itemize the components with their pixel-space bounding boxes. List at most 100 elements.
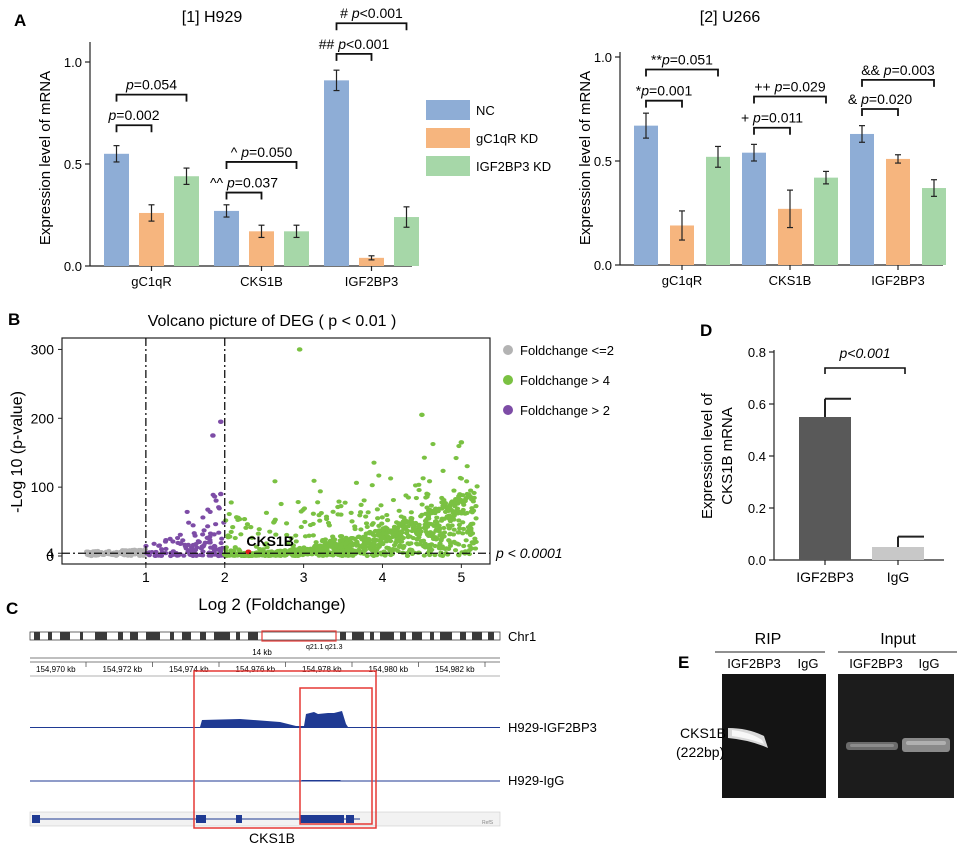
volcano-point-green [322,545,329,550]
volcano-point-green [358,502,364,507]
volcano-point-purple [211,550,217,555]
volcano-point-green [440,553,446,558]
volcano-point-green [400,535,406,541]
volcano-point-green [311,544,318,549]
volcano-point-green [458,440,465,445]
volcano-point-green [453,455,459,461]
a2-ytick-label: 1.0 [594,50,612,65]
legend-swatch [426,100,470,120]
volcano-point-purple [159,547,165,552]
volcano-point-green [248,525,254,530]
track1-label: H929-IGF2BP3 [508,720,597,735]
ideogram-band [170,632,174,640]
legend-label: IGF2BP3 KD [476,159,551,174]
a1-significance-bracket [335,22,408,31]
volcano-point-green [322,537,328,542]
a1-significance-label: # p<0.001 [340,5,403,21]
legend-label: gC1qR KD [476,131,538,146]
volcano-point-purple [200,532,206,537]
volcano-point-green [438,538,444,543]
volcano-point-green [403,493,409,498]
volcano-point-green [393,530,400,535]
a2-significance-label: + p=0.011 [741,110,803,126]
panel-c-genome-browser: C q21.1 q21.3 Chr1 14 kb 154,970 kb 154,9… [6,599,597,846]
a1-significance-label: ^ p=0.050 [231,144,293,160]
volcano-point-green [396,537,402,542]
d-ytick-label: 0.6 [748,397,766,412]
volcano-point-green [311,478,317,483]
volcano-point-green [454,506,461,511]
volcano-point-green [473,504,479,509]
volcano-point-purple [193,553,200,558]
a2-significance-label: *p=0.001 [636,83,693,99]
gene-exon [300,815,344,823]
refseq-label: RefS [482,820,494,826]
ideogram-band [236,632,240,640]
volcano-point-green [223,518,229,523]
d-bar-igg [872,547,924,560]
rip-band-highlight [732,730,764,744]
panel-d-chart: D Expression level of CKS1B mRNA 0.0 0.2 0… [699,321,944,585]
volcano-point-purple [197,552,204,558]
volcano-point-green [456,509,462,514]
volcano-point-green [310,521,316,527]
volcano-point-green [413,495,419,501]
volcano-point-green [425,492,431,497]
a1-title: [1] H929 [182,9,243,26]
volcano-point-green [237,548,243,553]
panel-b-letter: B [8,310,20,329]
volcano-point-green [228,548,234,553]
volcano-point-green [293,539,299,544]
a2-bar-nc-gc1qr [634,125,658,265]
volcano-point-green [376,532,382,537]
volcano-point-green [353,480,360,485]
volcano-point-green [471,490,477,495]
volcano-point-green [323,514,330,519]
volcano-point-green [228,529,234,534]
volcano-point-green [446,538,452,543]
a2-significance-bracket [753,95,827,104]
volcano-point-grey [128,553,134,558]
a1-bar-gc1qr-kd-igf2bp3 [359,257,384,266]
chrom-label: Chr1 [508,629,536,644]
volcano-point-purple [163,538,169,543]
ideogram-band [430,632,434,640]
volcano-point-green [254,550,260,555]
volcano-point-purple [156,543,162,548]
chromosome-ideogram [29,631,501,641]
volcano-point-grey [137,549,144,554]
volcano-point-green [339,548,345,554]
volcano-point-green [415,524,421,529]
band-name-label: CKS1B [680,725,726,741]
volcano-point-green [355,542,361,547]
band-left-label: q21.1 [306,644,324,651]
volcano-point-purple [174,535,181,541]
a1-significance-label: ^^ p=0.037 [210,175,278,191]
legend-swatch [426,128,470,148]
volcano-point-green [278,501,284,507]
d-ytick-label: 0.0 [748,553,766,568]
b-ytick-label: 100 [31,479,55,495]
volcano-point-green [441,498,447,503]
d-ytick-label: 0.2 [748,501,766,516]
ideogram-band [412,632,422,640]
volcano-point-green [378,503,384,508]
volcano-point-green [388,476,394,481]
coord-label: 154,970 kb [36,665,76,674]
volcano-point-green [272,479,278,484]
ideogram-band [488,632,494,640]
volcano-point-green [473,539,479,545]
a2-significance-label: & p=0.020 [848,91,912,107]
volcano-point-green [441,525,447,531]
volcano-point-green [335,512,341,517]
volcano-point-green [456,530,462,535]
input-gel-image [838,674,954,798]
a1-bar-nc-gc1qr [104,153,129,266]
a2-bar-nc-cks1b [742,152,766,265]
ideogram-band [95,632,107,640]
a1-bar-igf2bp3-kd-gc1qr [174,176,199,266]
volcano-point-grey [131,547,138,552]
a2-title: [2] U266 [700,9,761,26]
volcano-point-green [409,551,415,557]
volcano-point-green [413,520,419,526]
